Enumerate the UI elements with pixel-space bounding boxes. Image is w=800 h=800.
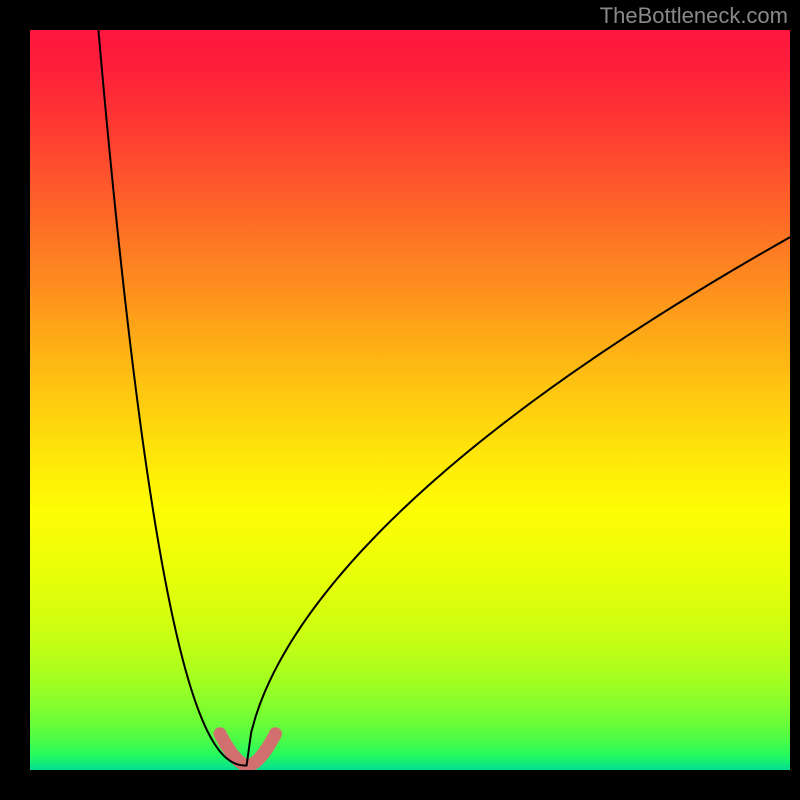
watermark-text: TheBottleneck.com	[600, 3, 788, 29]
gradient-background	[30, 30, 790, 770]
plot-svg	[30, 30, 790, 770]
plot-area	[30, 30, 790, 770]
